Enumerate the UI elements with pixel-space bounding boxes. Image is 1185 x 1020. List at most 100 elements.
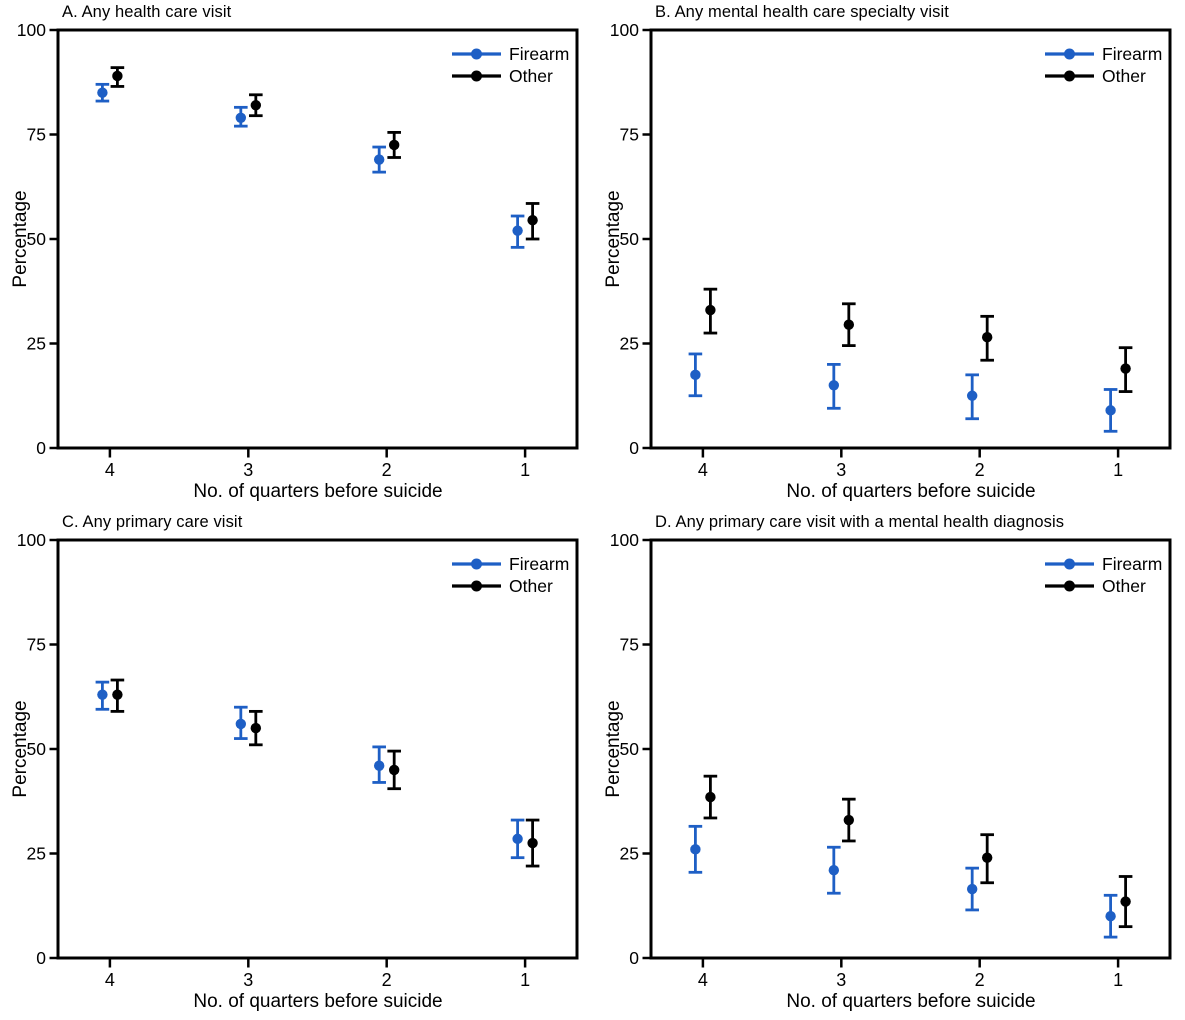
data-point-other-q4: [703, 774, 718, 820]
legend-marker-dot: [471, 558, 482, 570]
legend-label: Other: [509, 576, 553, 596]
panel-a-y-axis-label: Percentage: [10, 190, 31, 288]
data-point-other-q2: [980, 314, 994, 362]
dot-marker: [966, 390, 978, 401]
y-tick-label: 25: [620, 844, 639, 864]
panel-d-title: D. Any primary care visit with a mental …: [655, 513, 1065, 531]
x-tick-label: 3: [243, 460, 253, 480]
panel-d: D. Any primary care visit with a mental …: [593, 510, 1185, 1020]
data-point-other-q2: [980, 833, 994, 885]
data-point-other-q1: [1118, 875, 1133, 929]
panel-b-y-axis-label: Percentage: [603, 190, 624, 288]
panel-a-title: A. Any health care visit: [62, 3, 232, 21]
data-point-other-q4: [703, 287, 718, 335]
data-point-other-q1: [1118, 346, 1133, 393]
dot-marker: [112, 70, 123, 82]
x-tick-label: 4: [698, 460, 708, 480]
legend-marker-dot: [1064, 70, 1075, 82]
data-point-firearm-q3: [234, 105, 248, 128]
dot-marker: [828, 380, 840, 391]
x-axis: 4 3 2 1: [698, 449, 1123, 480]
legend-item-other: Other: [452, 576, 553, 596]
series-firearm: [688, 352, 1118, 433]
dot-marker: [1120, 896, 1131, 907]
data-point-firearm-q1: [510, 214, 525, 249]
y-tick-label: 25: [27, 844, 46, 864]
x-axis: 4 3 2 1: [105, 959, 530, 990]
x-axis: 4 3 2 1: [105, 449, 530, 480]
data-point-other-q3: [249, 709, 263, 747]
data-point-firearm-q2: [965, 373, 979, 421]
series-other: [110, 678, 540, 868]
dot-marker: [235, 718, 247, 730]
x-tick-label: 2: [382, 460, 392, 480]
y-axis: 0 25 50 75 100: [17, 20, 57, 458]
dot-marker: [97, 87, 108, 98]
dot-marker: [981, 852, 993, 863]
legend-item-other: Other: [1045, 66, 1146, 86]
x-tick-label: 2: [975, 460, 985, 480]
y-tick-label: 75: [27, 635, 46, 655]
dot-marker: [1120, 363, 1131, 374]
dot-marker: [705, 304, 716, 316]
data-point-firearm-q2: [965, 866, 979, 912]
panel-a-x-axis-label: No. of quarters before suicide: [193, 481, 443, 502]
y-axis: 0 25 50 75 100: [610, 20, 650, 458]
dot-marker: [373, 154, 385, 165]
legend-label: Other: [1102, 66, 1146, 86]
x-tick-label: 1: [520, 460, 530, 480]
data-point-firearm-q1: [510, 818, 525, 860]
x-axis: 4 3 2 1: [698, 959, 1123, 990]
plot-border: [56, 28, 579, 450]
dot-marker: [512, 833, 523, 845]
x-tick-label: 2: [382, 970, 392, 990]
y-tick-label: 100: [17, 20, 46, 40]
series-firearm: [95, 82, 525, 249]
panel-b: B. Any mental health care specialty visi…: [593, 0, 1185, 510]
data-point-other-q4: [110, 66, 125, 88]
x-tick-label: 1: [1113, 460, 1123, 480]
x-tick-label: 3: [836, 970, 846, 990]
dot-marker: [1105, 405, 1116, 416]
plot-border: [56, 538, 579, 960]
panel-d-y-axis-label: Percentage: [603, 700, 624, 798]
x-tick-label: 3: [836, 460, 846, 480]
y-axis: 0 25 50 75 100: [17, 530, 57, 968]
y-tick-label: 75: [620, 635, 639, 655]
dot-marker: [250, 722, 262, 734]
data-point-other-q3: [249, 93, 263, 118]
y-tick-label: 50: [620, 229, 640, 249]
dot-marker: [705, 791, 716, 803]
data-point-other-q2: [387, 131, 401, 159]
y-axis: 0 25 50 75 100: [610, 530, 650, 968]
legend-item-other: Other: [1045, 576, 1146, 596]
dot-marker: [373, 760, 385, 771]
legend-marker-dot: [471, 580, 482, 592]
legend-marker-dot: [471, 48, 482, 60]
y-tick-label: 50: [27, 739, 47, 759]
legend-label: Firearm: [509, 554, 569, 574]
y-tick-label: 50: [620, 739, 640, 759]
dot-marker: [235, 112, 247, 123]
legend-marker-dot: [1064, 558, 1075, 570]
series-other: [703, 287, 1133, 393]
y-tick-label: 100: [17, 530, 46, 550]
panel-c-y-axis-label: Percentage: [10, 700, 31, 798]
plot-border: [649, 28, 1172, 450]
data-point-other-q2: [387, 749, 401, 791]
dot-marker: [690, 844, 701, 855]
panel-c-x-axis-label: No. of quarters before suicide: [193, 991, 443, 1012]
data-point-firearm-q4: [688, 352, 703, 398]
legend-item-other: Other: [452, 66, 553, 86]
dot-marker: [966, 883, 978, 895]
data-point-firearm-q1: [1103, 388, 1118, 433]
y-tick-label: 50: [27, 229, 47, 249]
data-point-firearm-q3: [827, 362, 841, 410]
panel-a: A. Any health care visit 0 25 50 75 100 4 3 2 1 F…: [0, 0, 592, 510]
y-tick-label: 0: [629, 948, 639, 968]
